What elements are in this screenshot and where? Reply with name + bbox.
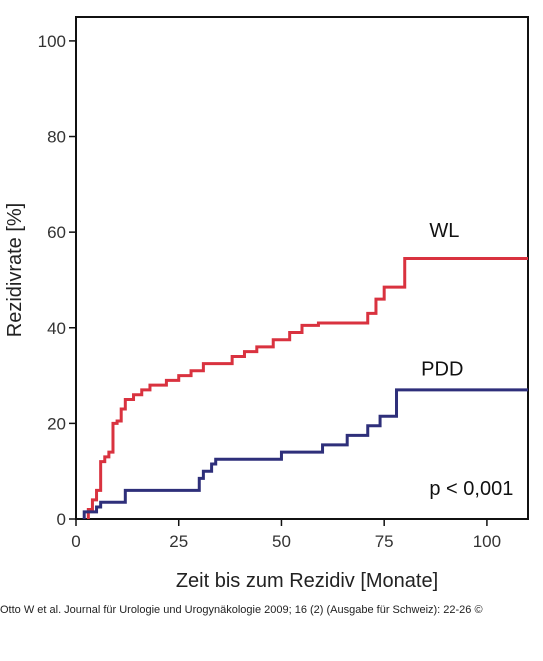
y-tick-label: 60 (47, 223, 66, 242)
y-tick-label: 0 (57, 510, 66, 529)
series-label-pdd: PDD (421, 359, 463, 381)
p-value-annotation: p < 0,001 (429, 478, 513, 500)
x-tick-label: 25 (169, 532, 188, 551)
series-line-wl (86, 256, 528, 519)
plot-frame (75, 16, 529, 520)
y-axis-title: Rezidivrate [%] (4, 203, 26, 338)
chart: 0 20 40 60 80 100 0 25 50 75 100 Zeit bis zum Rezid… (4, 16, 529, 592)
x-axis-title: Zeit bis zum Rezidiv [Monate] (176, 570, 438, 592)
y-tick-label: 40 (47, 319, 66, 338)
y-tick-label: 100 (38, 32, 66, 51)
series-line-pdd (82, 388, 528, 519)
y-tick-label: 20 (47, 414, 66, 433)
x-tick-label: 0 (71, 532, 80, 551)
x-tick-label: 75 (375, 532, 394, 551)
plot-area: 0 20 40 60 80 100 0 25 50 75 100 Zeit bis zum Rezid… (4, 16, 529, 592)
x-tick-label: 50 (272, 532, 291, 551)
y-tick-label: 80 (47, 128, 66, 147)
x-tick-label: 100 (473, 532, 501, 551)
series-label-wl: WL (429, 220, 459, 242)
citation-caption: Otto W et al. Journal für Urologie und U… (0, 604, 483, 616)
